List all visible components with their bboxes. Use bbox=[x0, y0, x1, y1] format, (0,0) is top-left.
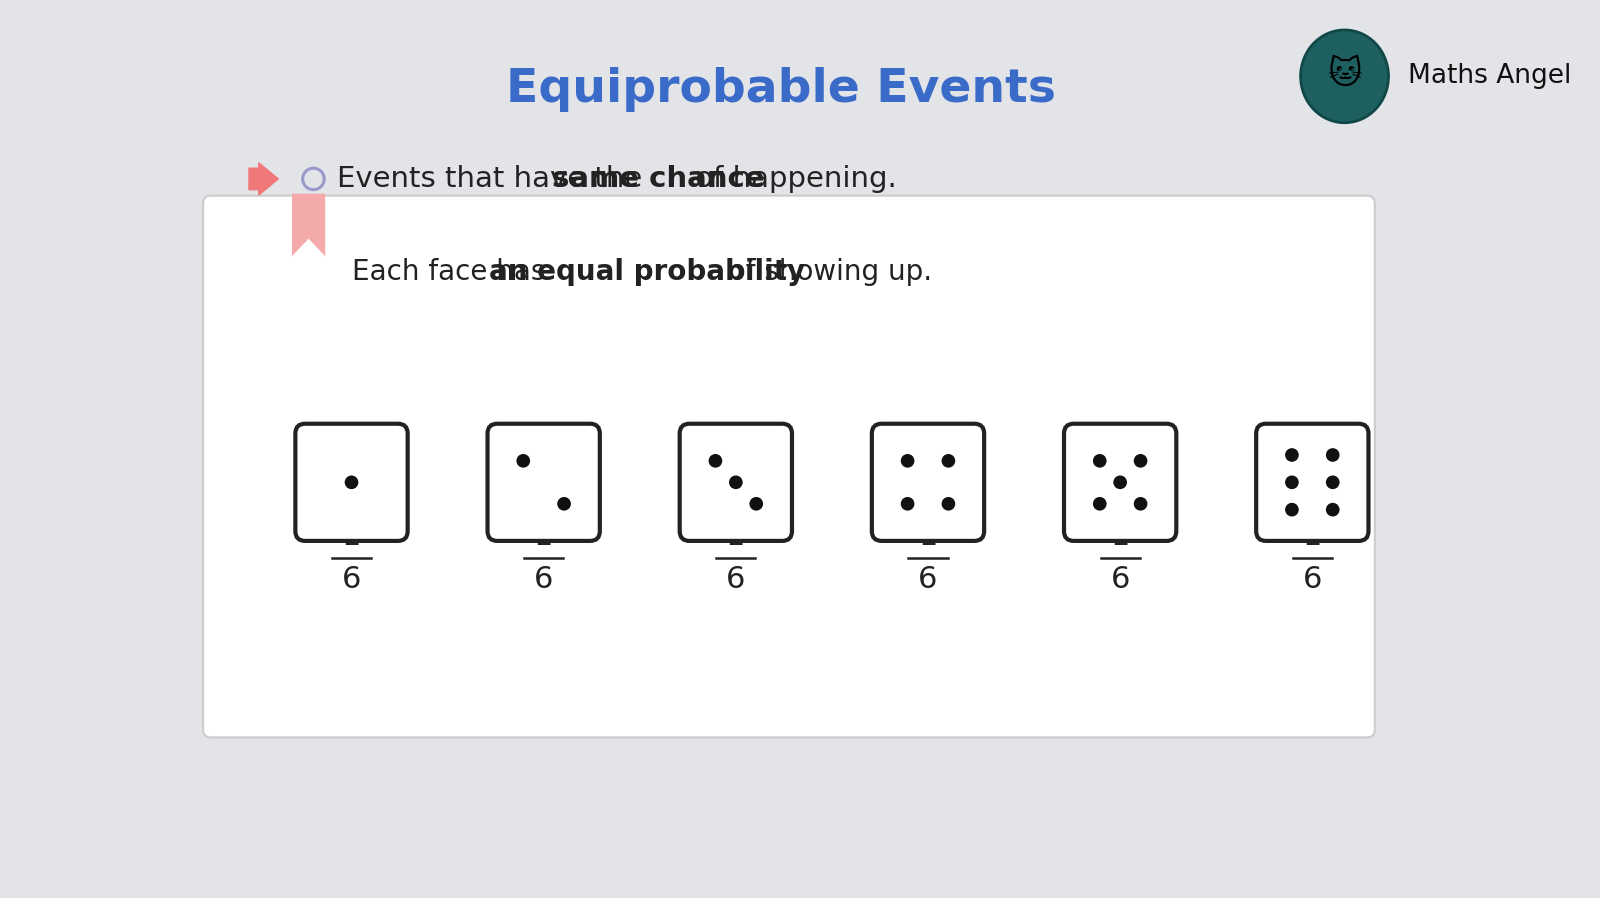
Circle shape bbox=[730, 475, 742, 489]
Circle shape bbox=[901, 497, 915, 511]
FancyBboxPatch shape bbox=[1256, 424, 1368, 541]
Circle shape bbox=[1285, 448, 1299, 462]
Circle shape bbox=[1326, 503, 1339, 516]
Text: 6: 6 bbox=[1110, 566, 1130, 594]
FancyBboxPatch shape bbox=[296, 424, 408, 541]
Text: 1: 1 bbox=[342, 523, 362, 551]
Text: Maths Angel: Maths Angel bbox=[1408, 64, 1571, 89]
Circle shape bbox=[941, 497, 955, 511]
FancyBboxPatch shape bbox=[680, 424, 792, 541]
Circle shape bbox=[901, 454, 915, 468]
Circle shape bbox=[344, 475, 358, 489]
Text: 1: 1 bbox=[1110, 523, 1130, 551]
Ellipse shape bbox=[1301, 30, 1389, 123]
Text: 6: 6 bbox=[918, 566, 938, 594]
Text: 🐱: 🐱 bbox=[1326, 57, 1362, 91]
Circle shape bbox=[749, 497, 763, 511]
Text: an equal probability: an equal probability bbox=[490, 258, 805, 286]
Text: Each face has: Each face has bbox=[352, 258, 555, 286]
Circle shape bbox=[1093, 497, 1107, 511]
Text: of happening.: of happening. bbox=[686, 165, 898, 193]
Text: 1: 1 bbox=[918, 523, 938, 551]
Text: 1: 1 bbox=[1302, 523, 1322, 551]
Text: of showing up.: of showing up. bbox=[720, 258, 931, 286]
Text: Equiprobable Events: Equiprobable Events bbox=[506, 67, 1056, 112]
Circle shape bbox=[941, 454, 955, 468]
FancyBboxPatch shape bbox=[488, 424, 600, 541]
Text: 6: 6 bbox=[726, 566, 746, 594]
Circle shape bbox=[1326, 448, 1339, 462]
Circle shape bbox=[1326, 475, 1339, 489]
Circle shape bbox=[1285, 475, 1299, 489]
FancyBboxPatch shape bbox=[872, 424, 984, 541]
Circle shape bbox=[1285, 503, 1299, 516]
Text: 1: 1 bbox=[534, 523, 554, 551]
Polygon shape bbox=[291, 194, 325, 256]
FancyArrow shape bbox=[250, 163, 278, 195]
Circle shape bbox=[1114, 475, 1126, 489]
Text: 6: 6 bbox=[342, 566, 362, 594]
Circle shape bbox=[709, 454, 722, 468]
Text: 1: 1 bbox=[726, 523, 746, 551]
Text: Events that have the: Events that have the bbox=[338, 165, 651, 193]
Circle shape bbox=[1134, 497, 1147, 511]
Circle shape bbox=[1134, 454, 1147, 468]
Text: same chance: same chance bbox=[552, 165, 765, 193]
FancyBboxPatch shape bbox=[203, 196, 1374, 737]
Text: 6: 6 bbox=[1302, 566, 1322, 594]
FancyBboxPatch shape bbox=[1064, 424, 1176, 541]
Circle shape bbox=[557, 497, 571, 511]
Text: 6: 6 bbox=[534, 566, 554, 594]
Circle shape bbox=[1093, 454, 1107, 468]
Circle shape bbox=[517, 454, 530, 468]
